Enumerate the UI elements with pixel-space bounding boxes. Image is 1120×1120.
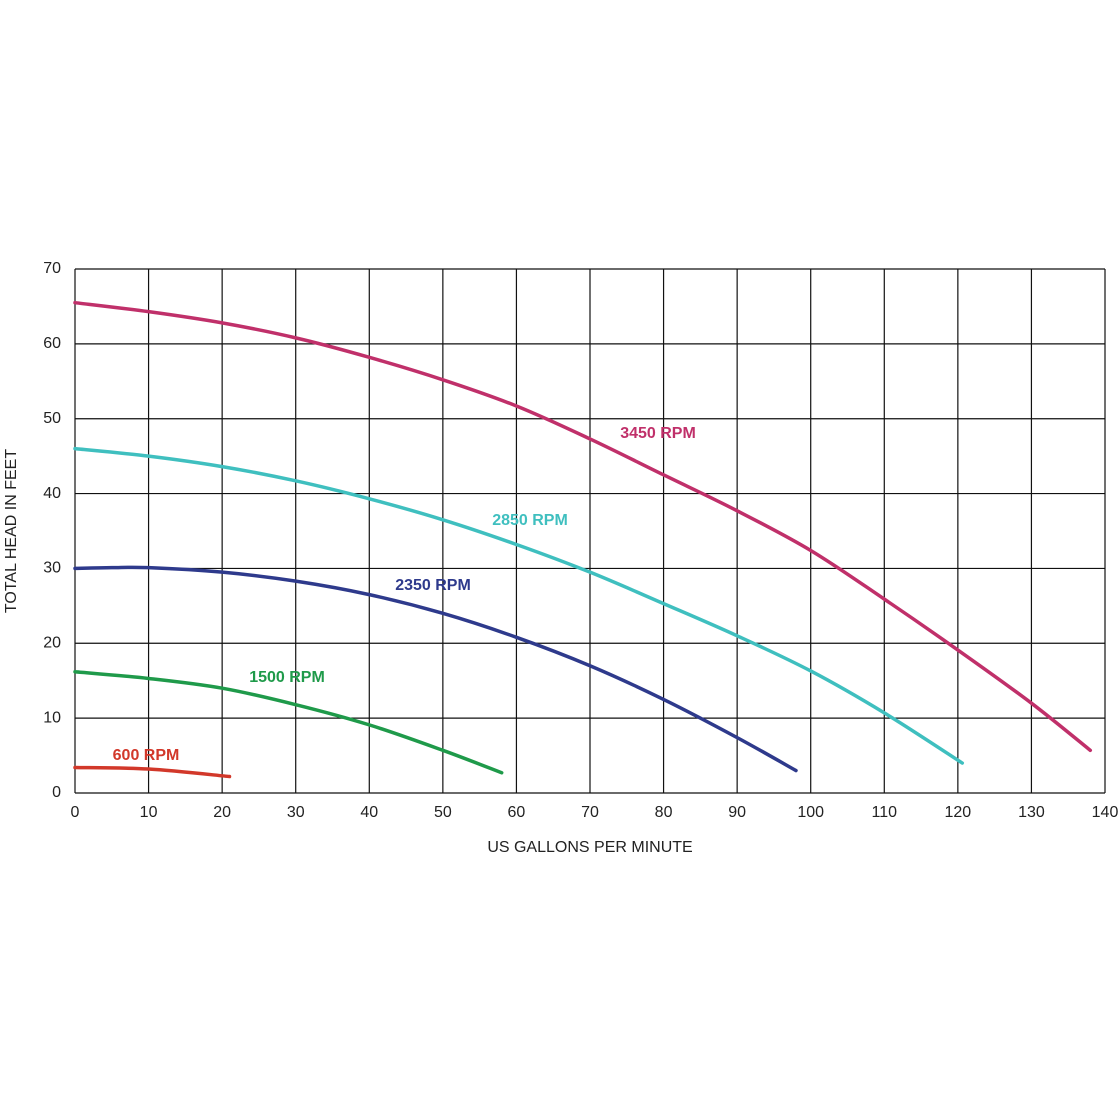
y-tick-label: 30 <box>43 560 61 577</box>
x-tick-label: 30 <box>287 804 305 821</box>
x-tick-label: 20 <box>213 804 231 821</box>
y-tick-label: 50 <box>43 410 61 427</box>
curve-label: 1500 RPM <box>249 669 325 686</box>
x-tick-label: 140 <box>1092 804 1119 821</box>
y-tick-label: 20 <box>43 635 61 652</box>
curve <box>73 300 1093 753</box>
x-tick-label: 0 <box>71 804 80 821</box>
y-tick-label: 60 <box>43 335 61 352</box>
x-tick-label: 100 <box>797 804 824 821</box>
x-tick-label: 50 <box>434 804 452 821</box>
y-tick-label: 0 <box>52 784 61 801</box>
x-tick-label: 80 <box>655 804 673 821</box>
y-axis-label: TOTAL HEAD IN FEET <box>3 449 20 613</box>
x-tick-label: 70 <box>581 804 599 821</box>
x-tick-label: 90 <box>728 804 746 821</box>
x-tick-label: 110 <box>872 804 898 821</box>
y-tick-label: 70 <box>43 260 61 277</box>
curve-label: 3450 RPM <box>620 425 696 442</box>
x-axis-label: US GALLONS PER MINUTE <box>487 839 692 856</box>
curve-label: 2850 RPM <box>492 512 568 529</box>
x-tick-label: 60 <box>508 804 526 821</box>
x-tick-label: 10 <box>140 804 158 821</box>
x-tick-label: 40 <box>360 804 378 821</box>
curve <box>73 669 504 775</box>
curve-label: 2350 RPM <box>395 577 471 594</box>
x-tick-label: 120 <box>945 804 972 821</box>
curve <box>73 565 798 773</box>
y-tick-label: 40 <box>43 485 61 502</box>
curve <box>73 446 965 765</box>
curve <box>73 765 232 779</box>
y-tick-label: 10 <box>43 709 61 726</box>
curve-label: 600 RPM <box>113 747 180 764</box>
x-tick-label: 130 <box>1018 804 1045 821</box>
